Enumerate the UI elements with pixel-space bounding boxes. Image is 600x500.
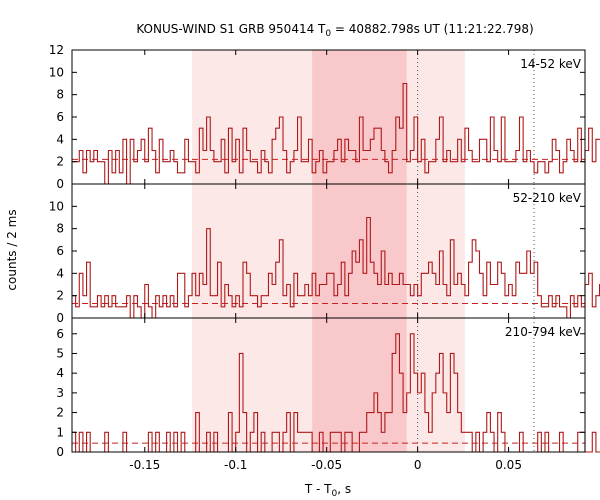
- y-tick-label-0-3: 6: [56, 110, 64, 124]
- y-tick-label-2-0: 0: [56, 445, 64, 459]
- y-tick-label-2-3: 3: [56, 386, 64, 400]
- x-axis-label: T - T0, s: [304, 482, 351, 499]
- y-axis-label: counts / 2 ms: [5, 209, 19, 290]
- y-tick-label-2-5: 5: [56, 346, 64, 360]
- y-tick-label-2-6: 6: [56, 327, 64, 341]
- y-tick-label-0-0: 0: [56, 177, 64, 191]
- y-tick-label-1-1: 2: [56, 289, 64, 303]
- x-tick-label-1: -0.1: [224, 458, 247, 472]
- x-tick-label-0: -0.15: [129, 458, 160, 472]
- energy-band-label-0: 14-52 keV: [520, 57, 582, 71]
- y-tick-label-1-4: 8: [56, 222, 64, 236]
- y-tick-label-1-2: 4: [56, 266, 64, 280]
- y-tick-label-0-1: 2: [56, 155, 64, 169]
- y-tick-label-2-2: 2: [56, 406, 64, 420]
- y-tick-label-0-6: 12: [49, 43, 64, 57]
- x-tick-label-4: 0.05: [495, 458, 522, 472]
- histogram-0: [72, 82, 600, 185]
- y-tick-label-1-3: 6: [56, 244, 64, 258]
- x-tick-label-3: 0: [414, 458, 422, 472]
- y-tick-label-1-5: 10: [49, 199, 64, 213]
- y-tick-label-0-5: 10: [49, 65, 64, 79]
- y-tick-label-0-2: 4: [56, 132, 64, 146]
- y-tick-label-0-4: 8: [56, 88, 64, 102]
- y-tick-label-1-0: 0: [56, 311, 64, 325]
- histogram-1: [72, 216, 600, 319]
- x-tick-label-2: -0.05: [311, 458, 342, 472]
- chart-title: KONUS-WIND S1 GRB 950414 T0 = 40882.798s…: [136, 22, 533, 39]
- energy-band-label-2: 210-794 keV: [505, 325, 582, 339]
- y-tick-label-2-1: 1: [56, 425, 64, 439]
- energy-band-label-1: 52-210 keV: [513, 191, 582, 205]
- panel-frame-2: [71, 317, 586, 453]
- y-tick-label-2-4: 4: [56, 366, 64, 380]
